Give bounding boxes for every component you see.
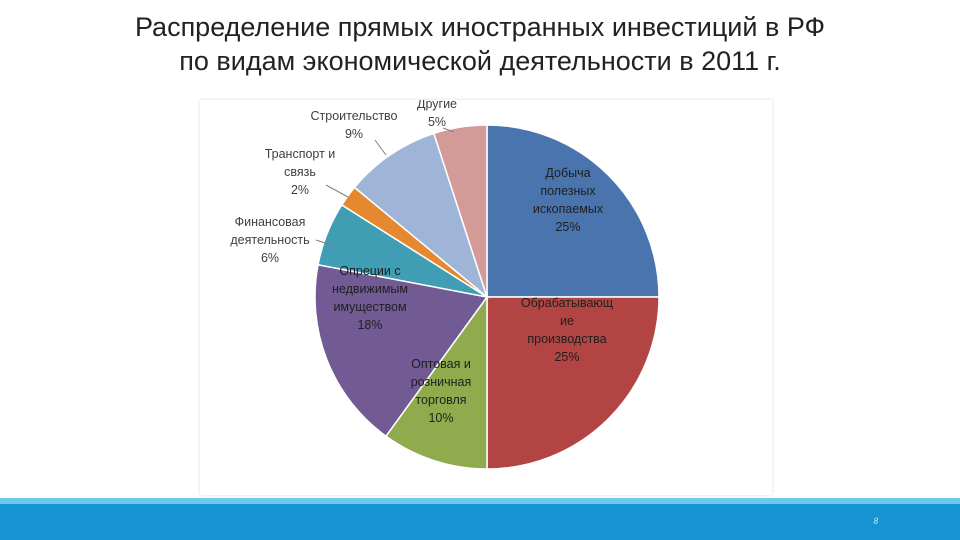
slice-label-6: Строительство 9% <box>311 109 398 141</box>
pie-slice-1 <box>486 296 660 470</box>
slice-label-5: Транспорт и связь 2% <box>265 147 336 197</box>
leader-line-5 <box>325 184 349 198</box>
pie-slice-7 <box>432 124 488 298</box>
pie-slice-6 <box>353 132 489 300</box>
pie-chart-frame: Добыча полезных ископаемых 25% Обрабатывающ и… <box>200 100 772 495</box>
pie-slice-0 <box>486 124 660 298</box>
title-line-2: по видам экономической деятельности в 20… <box>179 46 781 76</box>
slice-label-0: Добыча полезных ископаемых 25% <box>533 166 604 234</box>
slice-label-4: Финансовая деятельность 6% <box>230 215 309 265</box>
leader-line-4 <box>315 239 338 248</box>
slice-label-3: Опреции с недвижимым имуществом 18% <box>332 264 408 332</box>
pie-slice-3 <box>314 263 489 438</box>
slice-label-1: Обрабатывающ ие производства 25% <box>521 296 613 364</box>
footer-accent-stripe <box>0 498 960 504</box>
page-number: 8 <box>873 516 879 526</box>
slice-label-2: Оптовая и розничная торговля 10% <box>411 357 472 425</box>
slide-title: Распределение прямых иностранных инвести… <box>100 10 860 78</box>
leader-line-7 <box>442 127 455 133</box>
title-line-1: Распределение прямых иностранных инвести… <box>134 12 826 42</box>
slice-label-7: Другие 5% <box>417 100 457 129</box>
leader-line-6 <box>374 139 387 156</box>
pie-slice-2 <box>384 294 488 470</box>
pie-chart: Добыча полезных ископаемых 25% Обрабатывающ и… <box>230 100 660 470</box>
slide-footer-bar: 8 <box>0 498 960 540</box>
